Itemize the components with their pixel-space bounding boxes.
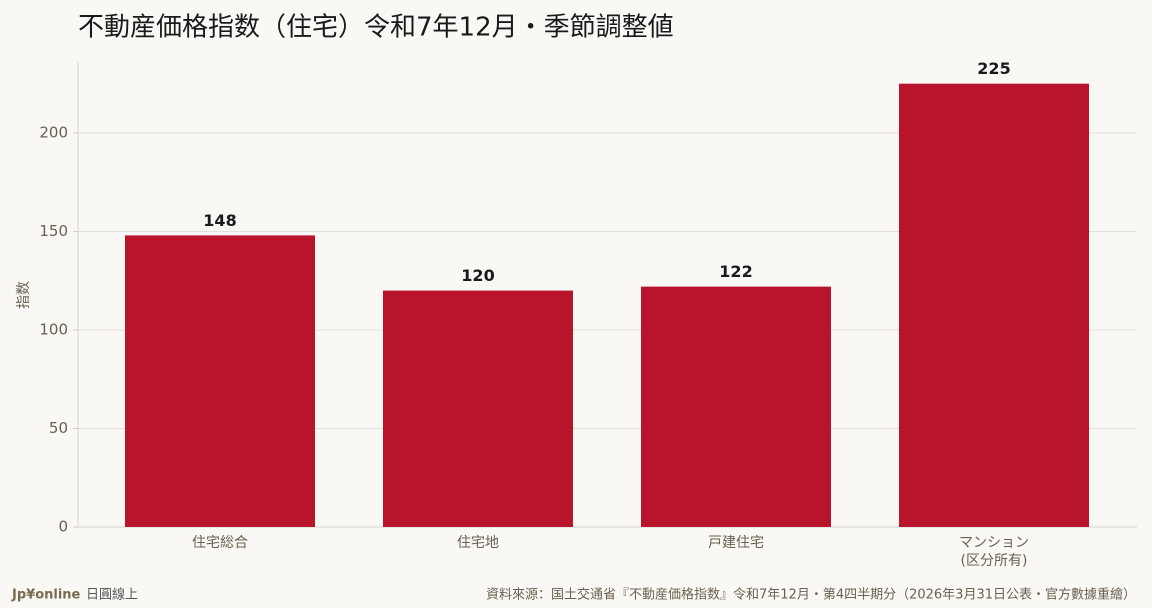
y-tick-label: 150 xyxy=(39,222,68,240)
x-tick-label: 戸建住宅 xyxy=(708,535,764,551)
y-tick-label: 100 xyxy=(39,320,68,338)
x-tick-label: 住宅地 xyxy=(457,535,499,551)
brand: Jp¥online xyxy=(11,588,81,603)
y-tick-label: 200 xyxy=(39,123,68,141)
x-tick-label: マンション(区分所有) xyxy=(959,535,1029,569)
brand-sub: 日圓線上 xyxy=(86,587,138,603)
value-label: 148 xyxy=(203,211,236,230)
y-axis-label: 指数 xyxy=(16,281,32,309)
chart-title: 不動産価格指数（住宅）令和7年12月・季節調整値 xyxy=(78,13,674,43)
value-label: 122 xyxy=(719,262,752,281)
x-tick-label: 住宅総合 xyxy=(192,535,248,551)
bar xyxy=(641,286,831,527)
source: 資料來源：国土交通省『不動産価格指数』令和7年12月・第4四半期分（2026年3… xyxy=(486,587,1136,603)
bar xyxy=(899,83,1089,527)
y-tick-label: 0 xyxy=(58,518,68,536)
bar xyxy=(125,235,315,527)
bar xyxy=(383,290,573,527)
y-tick-label: 50 xyxy=(49,419,68,437)
value-label: 120 xyxy=(461,266,494,285)
value-label: 225 xyxy=(977,59,1010,78)
